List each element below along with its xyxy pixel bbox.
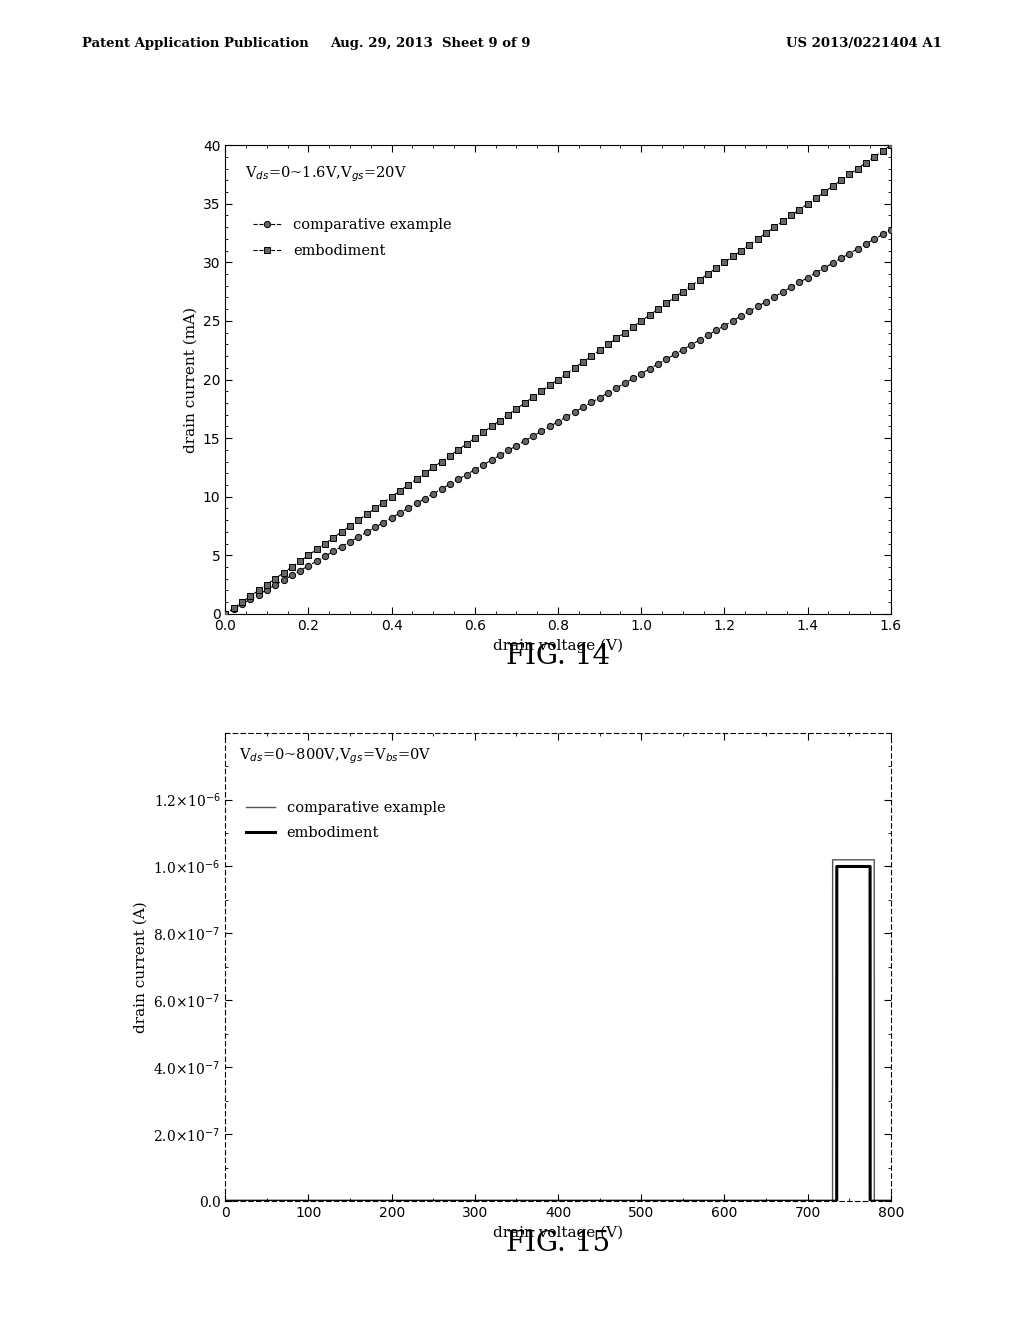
comparative example <box>885 1193 897 1209</box>
embodiment <box>885 1193 897 1209</box>
Text: V$_{ds}$=0~800V,V$_{gs}$=V$_{bs}$=0V: V$_{ds}$=0~800V,V$_{gs}$=V$_{bs}$=0V <box>239 747 431 766</box>
comparative example <box>219 606 231 622</box>
Y-axis label: drain current (A): drain current (A) <box>134 902 147 1032</box>
comparative example <box>818 260 830 276</box>
embodiment <box>219 1193 231 1209</box>
Line: comparative example: comparative example <box>222 227 894 616</box>
embodiment <box>830 1193 843 1209</box>
embodiment <box>219 606 231 622</box>
Legend: comparative example, embodiment: comparative example, embodiment <box>253 218 452 257</box>
Line: embodiment: embodiment <box>225 866 891 1201</box>
comparative example <box>826 1193 839 1209</box>
Legend: comparative example, embodiment: comparative example, embodiment <box>246 801 445 841</box>
Text: Patent Application Publication: Patent Application Publication <box>82 37 308 50</box>
Line: embodiment: embodiment <box>222 143 894 616</box>
Y-axis label: drain current (mA): drain current (mA) <box>183 306 198 453</box>
comparative example <box>885 222 897 238</box>
comparative example <box>868 1193 881 1209</box>
comparative example <box>635 366 647 381</box>
X-axis label: drain voltage (V): drain voltage (V) <box>493 1225 624 1239</box>
embodiment <box>830 858 843 874</box>
embodiment <box>818 183 830 199</box>
embodiment <box>710 260 722 276</box>
comparative example <box>586 395 598 411</box>
embodiment <box>864 858 877 874</box>
Text: FIG. 14: FIG. 14 <box>506 643 610 669</box>
comparative example <box>760 293 772 309</box>
comparative example <box>868 851 881 867</box>
Text: Aug. 29, 2013  Sheet 9 of 9: Aug. 29, 2013 Sheet 9 of 9 <box>330 37 530 50</box>
Text: US 2013/0221404 A1: US 2013/0221404 A1 <box>786 37 942 50</box>
embodiment <box>635 313 647 329</box>
Text: V$_{ds}$=0~1.6V,V$_{gs}$=20V: V$_{ds}$=0~1.6V,V$_{gs}$=20V <box>246 164 408 183</box>
Text: FIG. 15: FIG. 15 <box>506 1230 610 1257</box>
X-axis label: drain voltage (V): drain voltage (V) <box>493 638 624 652</box>
embodiment <box>864 1193 877 1209</box>
embodiment <box>586 348 598 364</box>
comparative example <box>794 275 806 290</box>
Line: comparative example: comparative example <box>225 859 891 1201</box>
comparative example <box>826 851 839 867</box>
embodiment <box>885 137 897 153</box>
embodiment <box>794 202 806 218</box>
embodiment <box>760 226 772 242</box>
comparative example <box>710 322 722 338</box>
comparative example <box>219 1193 231 1209</box>
